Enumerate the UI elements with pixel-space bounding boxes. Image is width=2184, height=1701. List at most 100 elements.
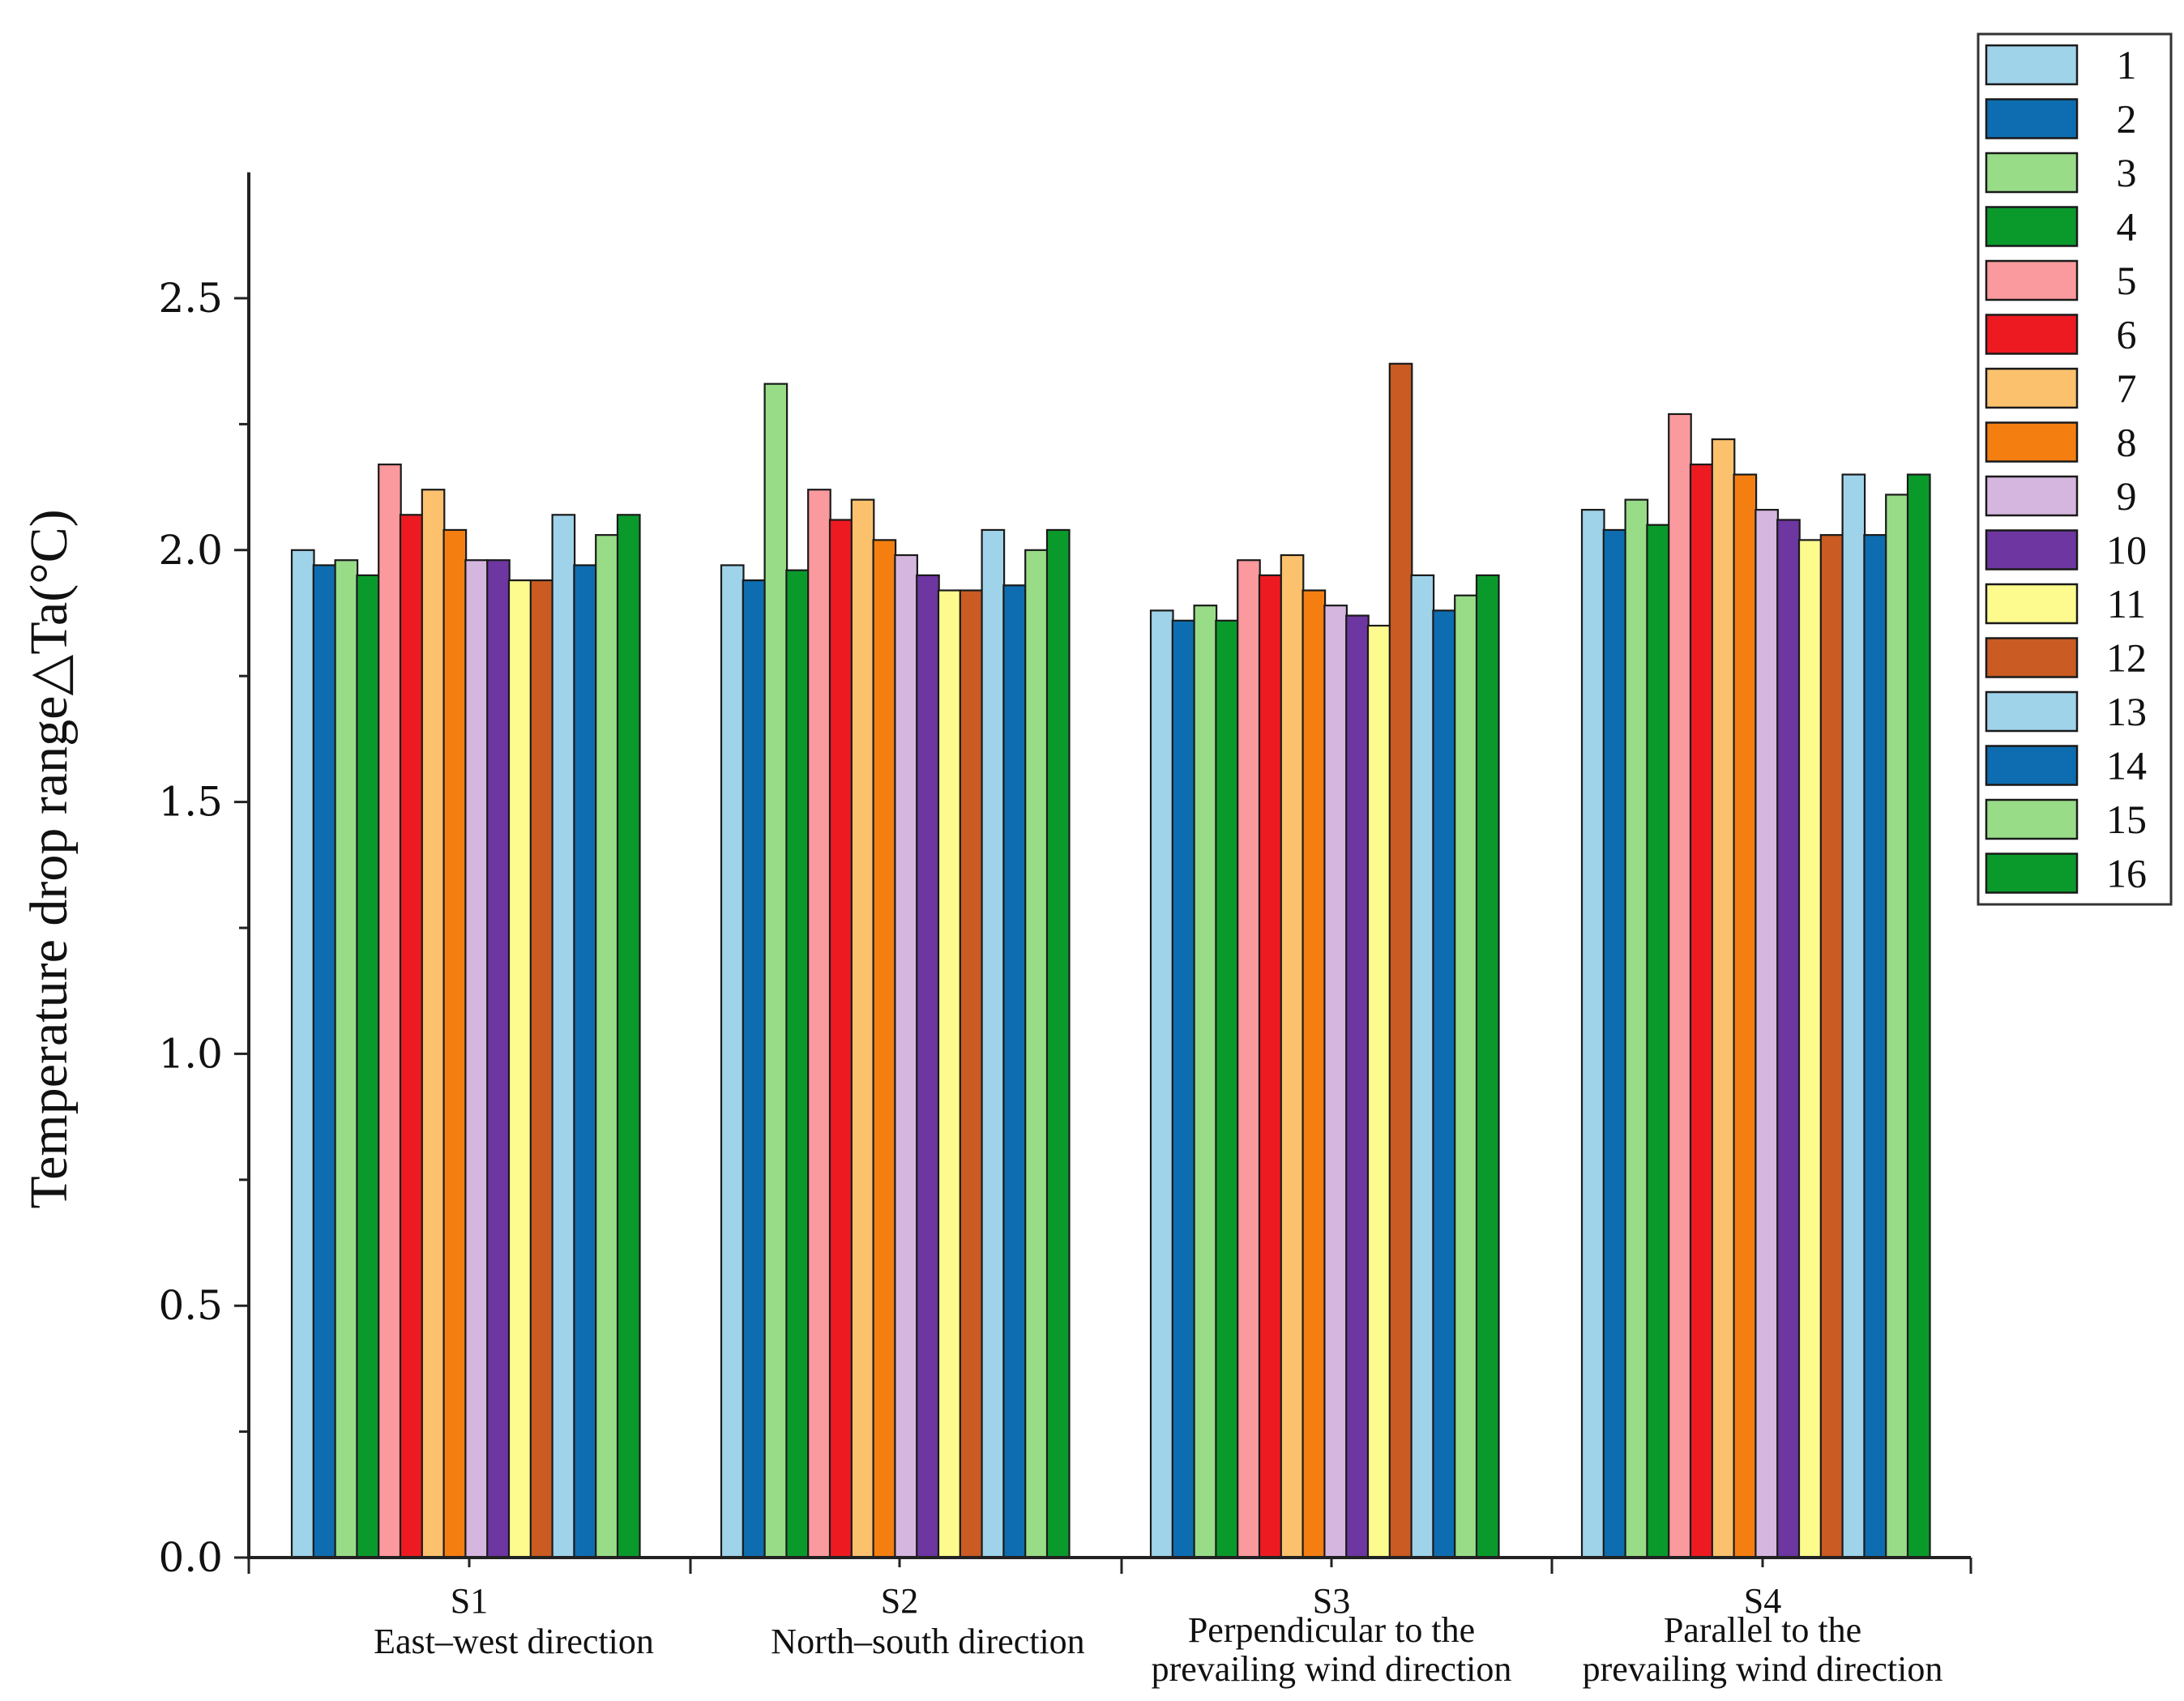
- legend-swatch-3: [1985, 152, 2079, 194]
- bar-S2-series-9: [894, 553, 919, 1559]
- legend-label-7: 7: [2117, 365, 2137, 411]
- bar-S1-series-16: [616, 514, 641, 1559]
- bar-S2-series-11: [937, 589, 962, 1559]
- bars-layer: [290, 362, 1931, 1559]
- bar-S1-series-14: [573, 564, 598, 1559]
- bar-S3-series-14: [1432, 609, 1457, 1559]
- bar-S2-series-8: [872, 539, 897, 1559]
- legend-label-5: 5: [2117, 258, 2137, 303]
- category-label-S4: prevailing wind direction: [1583, 1649, 1943, 1689]
- y-tick-label: 2.5: [158, 275, 223, 322]
- bar-S2-series-6: [828, 519, 853, 1559]
- category-code-S2: S2: [881, 1581, 918, 1621]
- category-label-S2: North–south direction: [771, 1622, 1084, 1661]
- bar-S4-series-8: [1733, 473, 1758, 1559]
- legend-swatch-5: [1985, 259, 2079, 301]
- bar-S1-series-4: [356, 574, 380, 1559]
- bar-S2-series-7: [850, 498, 875, 1559]
- bar-S2-series-1: [720, 564, 745, 1559]
- axes-layer: [234, 172, 1972, 1574]
- bar-S1-series-2: [312, 564, 337, 1559]
- legend-label-6: 6: [2117, 312, 2137, 357]
- category-label-S4: Parallel to the: [1664, 1610, 1861, 1650]
- bar-S1-series-10: [486, 559, 511, 1559]
- bar-S1-series-3: [334, 559, 359, 1559]
- legend-label-2: 2: [2117, 96, 2137, 142]
- bar-S3-series-10: [1345, 614, 1370, 1559]
- legend-label-15: 15: [2106, 797, 2147, 842]
- bar-S4-series-10: [1776, 519, 1801, 1559]
- y-tick-label: 0.5: [158, 1282, 223, 1329]
- bar-S3-series-12: [1388, 362, 1413, 1559]
- bar-S4-series-5: [1668, 412, 1692, 1559]
- bar-S3-series-15: [1454, 594, 1478, 1559]
- category-label-S3: prevailing wind direction: [1152, 1649, 1512, 1689]
- bar-S2-series-5: [807, 489, 831, 1559]
- bar-S4-series-1: [1580, 508, 1605, 1559]
- bar-S3-series-13: [1410, 574, 1435, 1559]
- bar-S2-series-16: [1045, 528, 1071, 1559]
- legend-swatch-13: [1985, 690, 2079, 733]
- legend-label-10: 10: [2106, 528, 2147, 573]
- y-tick-label: 0.0: [158, 1534, 223, 1581]
- category-code-S3: S3: [1313, 1581, 1350, 1621]
- bar-S2-series-4: [785, 569, 810, 1559]
- category-code-S1: S1: [451, 1581, 488, 1621]
- bar-S4-series-4: [1646, 524, 1671, 1559]
- legend-swatch-15: [1985, 798, 2079, 840]
- legend-swatch-1: [1985, 44, 2079, 86]
- legend-label-8: 8: [2117, 420, 2137, 465]
- bar-S1-series-8: [442, 528, 468, 1559]
- legend-label-14: 14: [2106, 743, 2147, 789]
- bar-S1-series-15: [595, 534, 619, 1559]
- bar-S4-series-7: [1711, 438, 1736, 1559]
- y-tick-label: 1.5: [158, 779, 223, 826]
- bar-S1-series-5: [378, 464, 402, 1559]
- y-tick-label: 2.0: [158, 527, 223, 574]
- bar-S3-series-11: [1366, 624, 1391, 1559]
- bar-S3-series-16: [1475, 574, 1500, 1559]
- bar-S4-series-12: [1819, 534, 1844, 1559]
- bar-S4-series-6: [1689, 464, 1714, 1559]
- bar-S4-series-16: [1906, 473, 1931, 1559]
- bar-S4-series-2: [1602, 528, 1627, 1559]
- bar-S1-series-6: [399, 514, 424, 1559]
- legend-label-1: 1: [2117, 42, 2137, 88]
- bar-S2-series-10: [916, 574, 940, 1559]
- category-code-S4: S4: [1744, 1581, 1781, 1621]
- legend-swatch-8: [1985, 421, 2079, 463]
- y-axis-title: Temperature drop range△Ta(°C): [19, 509, 79, 1208]
- legend-label-16: 16: [2106, 851, 2147, 896]
- legend-swatch-14: [1985, 745, 2079, 786]
- bar-S1-series-11: [507, 579, 532, 1559]
- bar-S4-series-13: [1841, 473, 1866, 1559]
- bar-S1-series-7: [421, 489, 446, 1559]
- bar-S1-series-9: [464, 559, 489, 1559]
- bar-S3-series-2: [1171, 619, 1196, 1559]
- legend-swatch-10: [1985, 529, 2079, 571]
- bar-S2-series-15: [1024, 549, 1049, 1559]
- legend-swatch-4: [1985, 206, 2079, 247]
- legend-label-9: 9: [2117, 473, 2137, 519]
- bar-S4-series-11: [1797, 539, 1823, 1559]
- bar-S3-series-5: [1237, 559, 1261, 1559]
- bar-S4-series-3: [1624, 498, 1649, 1559]
- bar-S2-series-12: [959, 589, 984, 1559]
- bar-S1-series-12: [529, 579, 554, 1559]
- legend-swatch-16: [1985, 853, 2079, 894]
- bar-S3-series-4: [1215, 619, 1240, 1559]
- legend-swatch-6: [1985, 314, 2079, 355]
- bar-S4-series-15: [1885, 494, 1909, 1559]
- legend-swatch-7: [1985, 367, 2079, 409]
- bar-S3-series-7: [1280, 553, 1305, 1559]
- bar-S3-series-6: [1258, 574, 1283, 1559]
- legend-swatch-12: [1985, 637, 2079, 678]
- bar-S2-series-13: [981, 528, 1006, 1559]
- legend-label-3: 3: [2117, 150, 2137, 195]
- bar-S4-series-9: [1754, 508, 1779, 1559]
- bar-S2-series-2: [742, 579, 767, 1559]
